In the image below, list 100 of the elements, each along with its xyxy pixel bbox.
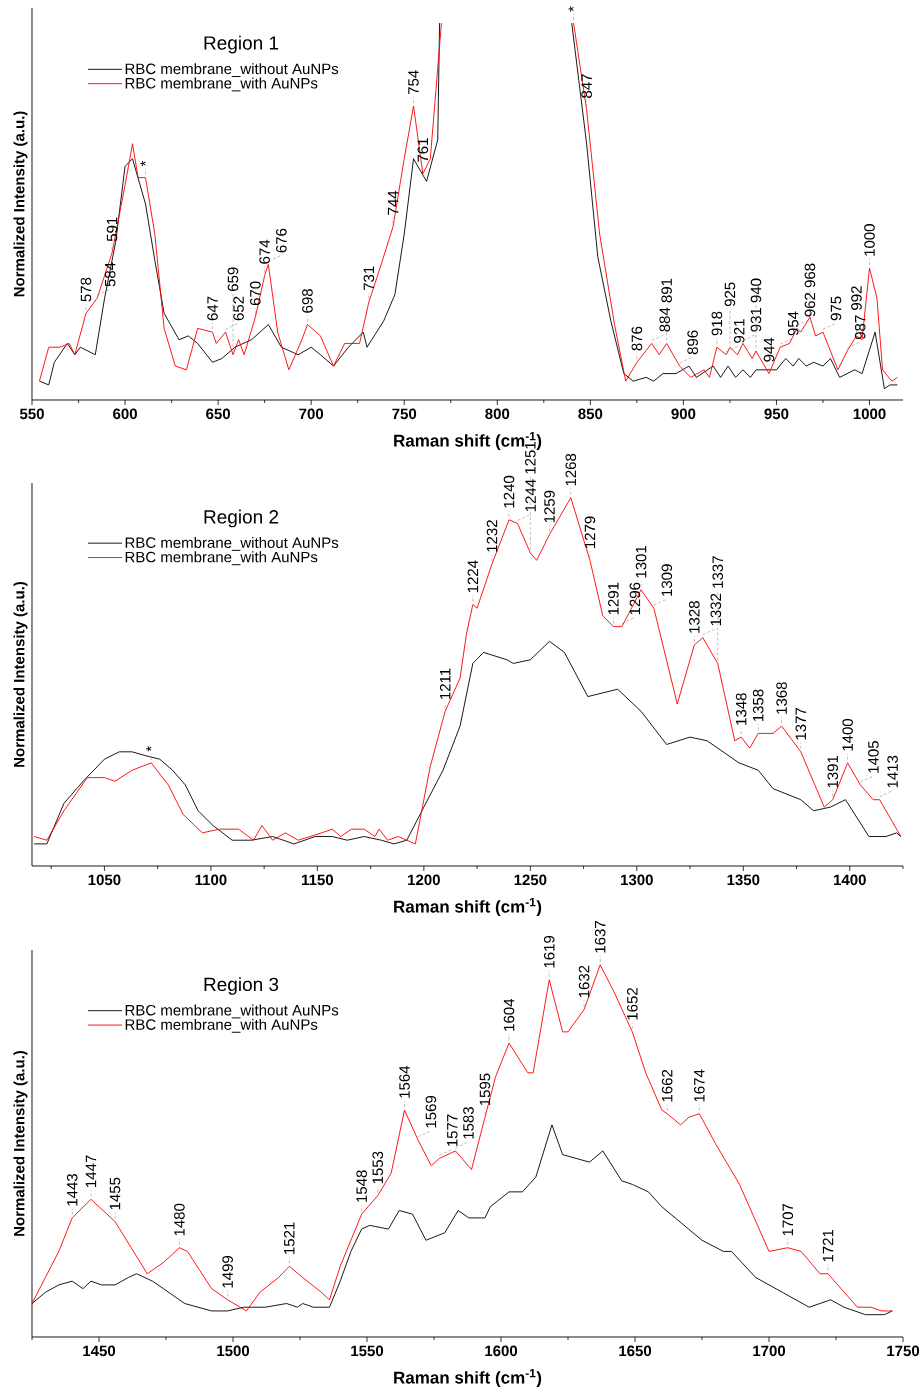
- annotation: 1291: [608, 582, 619, 615]
- x-axis-title: Raman shift (cm$^{-1}$): [394, 1369, 542, 1388]
- x-tick-label: 1700: [753, 1345, 786, 1357]
- x-tick-label: 600: [113, 408, 137, 420]
- annotation: 1413: [887, 755, 898, 788]
- annotation: 1348: [735, 693, 747, 725]
- legend-label: RBC membrane_with AuNPs: [125, 551, 318, 566]
- annotation: 1405: [868, 741, 879, 773]
- annotation: 944: [763, 337, 775, 362]
- annotation: *: [146, 746, 152, 752]
- annotation: 1400: [842, 718, 853, 751]
- annotation: 992: [851, 286, 862, 310]
- annotation: 1480: [174, 1203, 185, 1236]
- x-tick-label: 1200: [408, 874, 440, 886]
- annotation: 918: [711, 311, 723, 336]
- annotation: 1455: [109, 1177, 121, 1210]
- annotation: 744: [387, 190, 399, 215]
- annotation: 931: [750, 307, 762, 332]
- annotation: 754: [408, 70, 419, 95]
- annotation: 987: [854, 315, 866, 340]
- annotation: 1652: [627, 988, 638, 1020]
- legend-label: RBC membrane_without AuNPs: [125, 536, 339, 551]
- annotation: 1301: [635, 545, 647, 578]
- annotation: 670: [250, 281, 261, 306]
- annotation: 1224: [467, 560, 479, 593]
- y-axis-title: Normalized Intensity (a.u.): [13, 111, 28, 297]
- text: Region 1: [204, 35, 279, 54]
- annotation: 1279: [584, 516, 596, 548]
- annotation: 1447: [85, 1155, 97, 1187]
- x-tick-label: 1300: [621, 874, 653, 886]
- x-tick-label: 1750: [887, 1345, 920, 1357]
- annotation: 1259: [544, 490, 555, 523]
- annotation: 1499: [222, 1255, 233, 1288]
- annotation: 1604: [503, 998, 515, 1031]
- annotation: 1377: [795, 708, 807, 740]
- annotation: 1328: [688, 601, 700, 633]
- legend-label: RBC membrane_without AuNPs: [125, 63, 339, 77]
- annotation: 1232: [486, 520, 498, 552]
- x-tick-label: 800: [485, 408, 510, 420]
- x-tick-label: 1250: [514, 874, 547, 886]
- annotation: 1674: [694, 1069, 705, 1102]
- annotation: 1564: [399, 1065, 410, 1098]
- annotation: 921: [733, 319, 745, 343]
- annotation: 698: [302, 289, 313, 313]
- annotation: 652: [233, 296, 244, 321]
- annotation: *: [140, 160, 146, 167]
- annotation: 1268: [565, 453, 577, 486]
- annotation: 1583: [463, 1107, 474, 1139]
- x-tick-label: 1050: [88, 874, 121, 886]
- y-axis-title: Normalized Intensity (a.u.): [13, 1050, 28, 1236]
- annotation: 940: [750, 278, 762, 303]
- annotation: 578: [80, 277, 92, 302]
- annotation: 647: [207, 296, 218, 321]
- y-axis-title: Normalized Intensity (a.u.): [13, 581, 28, 767]
- x-axis-title: Raman shift (cm$^{-1}$): [394, 898, 542, 917]
- annotation: 962: [804, 292, 816, 317]
- annotation: 1721: [822, 1229, 834, 1262]
- x-tick-label: 1550: [351, 1345, 384, 1357]
- x-tick-label: 1600: [485, 1345, 518, 1357]
- x-tick-label: 1150: [302, 874, 334, 886]
- x-tick-label: 1500: [217, 1345, 250, 1357]
- x-tick-label: 950: [764, 408, 789, 420]
- x-tick-label: 650: [206, 408, 230, 420]
- legend-label: RBC membrane_with AuNPs: [125, 77, 318, 92]
- annotation: 1211: [439, 668, 451, 699]
- x-tick-label: 1450: [83, 1345, 116, 1357]
- annotation: 674: [259, 239, 270, 264]
- annotation: 896: [687, 330, 698, 355]
- annotation: 1707: [782, 1203, 794, 1236]
- annotation: 1443: [66, 1174, 78, 1206]
- text: Region 2: [204, 509, 279, 528]
- annotation: 954: [787, 311, 799, 336]
- x-tick-label: 1400: [834, 874, 866, 886]
- annotation: 1244: [525, 479, 536, 512]
- annotation: 1632: [578, 965, 590, 998]
- annotation: 968: [804, 263, 816, 288]
- x-tick-label: 1000: [853, 408, 886, 420]
- x-tick-label: 1650: [619, 1345, 652, 1357]
- annotation: 676: [276, 228, 287, 253]
- annotation: 1296: [629, 582, 641, 615]
- annotation: 1548: [356, 1170, 367, 1202]
- annotation: 1368: [776, 682, 787, 714]
- text: Region 3: [204, 977, 279, 995]
- x-tick-label: 1350: [727, 874, 760, 886]
- annotation: 1240: [503, 475, 515, 508]
- annotation: 1251: [525, 442, 536, 474]
- annotation: 1577: [447, 1114, 458, 1147]
- annotation: 884: [659, 307, 671, 332]
- annotation: 1595: [479, 1073, 491, 1106]
- annotation: 847: [581, 74, 592, 98]
- annotation: 975: [830, 296, 842, 321]
- annotation: 1619: [543, 935, 555, 968]
- annotation: 1662: [661, 1069, 673, 1102]
- legend-label: RBC membrane_without AuNPs: [125, 1004, 339, 1019]
- annotation: 925: [724, 282, 736, 307]
- annotation: 891: [661, 278, 672, 303]
- annotation: 1309: [661, 564, 673, 596]
- annotation: 1553: [372, 1151, 384, 1184]
- annotation: *: [568, 6, 574, 12]
- x-tick-label: 750: [392, 408, 417, 420]
